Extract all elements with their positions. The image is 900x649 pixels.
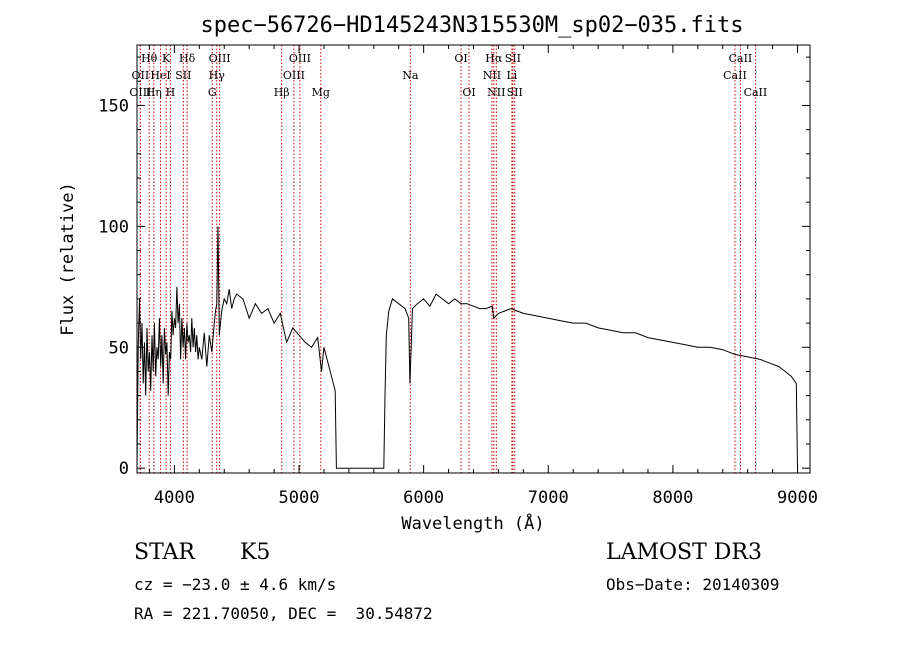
x-tick-label: 7000: [528, 488, 569, 508]
emission-line-label: Hδ: [179, 52, 196, 65]
chart-title: spec−56726−HD145243N315530M_sp02−035.fit…: [200, 13, 743, 38]
emission-line-label: OIII: [129, 86, 151, 99]
emission-line-label: CaII: [723, 69, 747, 82]
emission-line-label: OII: [132, 69, 150, 82]
emission-line-label: Hα: [485, 52, 503, 65]
x-tick-label: 5000: [279, 488, 320, 508]
survey-name: LAMOST DR3: [606, 540, 762, 565]
y-axis-label: Flux (relative): [58, 182, 78, 336]
emission-line-label: Hθ: [141, 52, 158, 65]
y-tick-label: 0: [119, 459, 129, 479]
x-tick-label: 8000: [652, 488, 693, 508]
object-class: STAR: [134, 540, 195, 565]
emission-line-label: Li: [506, 69, 517, 82]
emission-line-label: K: [162, 52, 171, 65]
emission-line-label: SII: [505, 52, 521, 65]
emission-line-label: OI: [454, 52, 467, 65]
y-tick-label: 150: [98, 96, 129, 116]
emission-line-label: H: [166, 86, 176, 99]
y-tick-label: 50: [109, 338, 129, 358]
emission-line-label: SII: [175, 69, 191, 82]
x-tick-label: 6000: [403, 488, 444, 508]
flux-series-line: [136, 226, 798, 469]
y-axis-ticks: 0 50 100 150: [98, 56, 810, 479]
redshift-info: cz = −23.0 ± 4.6 km/s: [134, 575, 337, 594]
obs-date: Obs−Date: 20140309: [606, 575, 780, 594]
emission-line-label: Hγ: [209, 69, 226, 82]
coordinates: RA = 221.70050, DEC = 30.54872: [134, 604, 433, 623]
emission-line-label: Hβ: [274, 86, 290, 99]
emission-line-label: CaII: [744, 86, 768, 99]
emission-line-label: G: [208, 86, 217, 99]
plot-frame: [136, 44, 811, 474]
x-axis-label: Wavelength (Å): [401, 512, 544, 534]
emission-line-label: SII: [507, 86, 523, 99]
emission-line-label: Hη: [146, 86, 162, 99]
emission-line-label: OIII: [283, 69, 305, 82]
emission-line-label: NII: [487, 86, 505, 99]
emission-line-label: OI: [462, 86, 475, 99]
emission-line-label: Na: [402, 69, 419, 82]
emission-line-markers: [139, 45, 756, 473]
emission-line-label: OIII: [289, 52, 311, 65]
y-tick-label: 100: [98, 217, 129, 237]
object-subclass: K5: [240, 540, 271, 565]
emission-line-label: Mg: [312, 86, 330, 99]
emission-line-label: CaII: [729, 52, 753, 65]
x-tick-label: 9000: [777, 488, 818, 508]
emission-line-label: HeI: [150, 69, 170, 82]
x-tick-label: 4000: [154, 488, 195, 508]
emission-line-label: NII: [483, 69, 501, 82]
emission-line-label: OIII: [209, 52, 231, 65]
x-axis-ticks: 4000 5000 6000 7000 8000 9000: [148, 45, 818, 508]
